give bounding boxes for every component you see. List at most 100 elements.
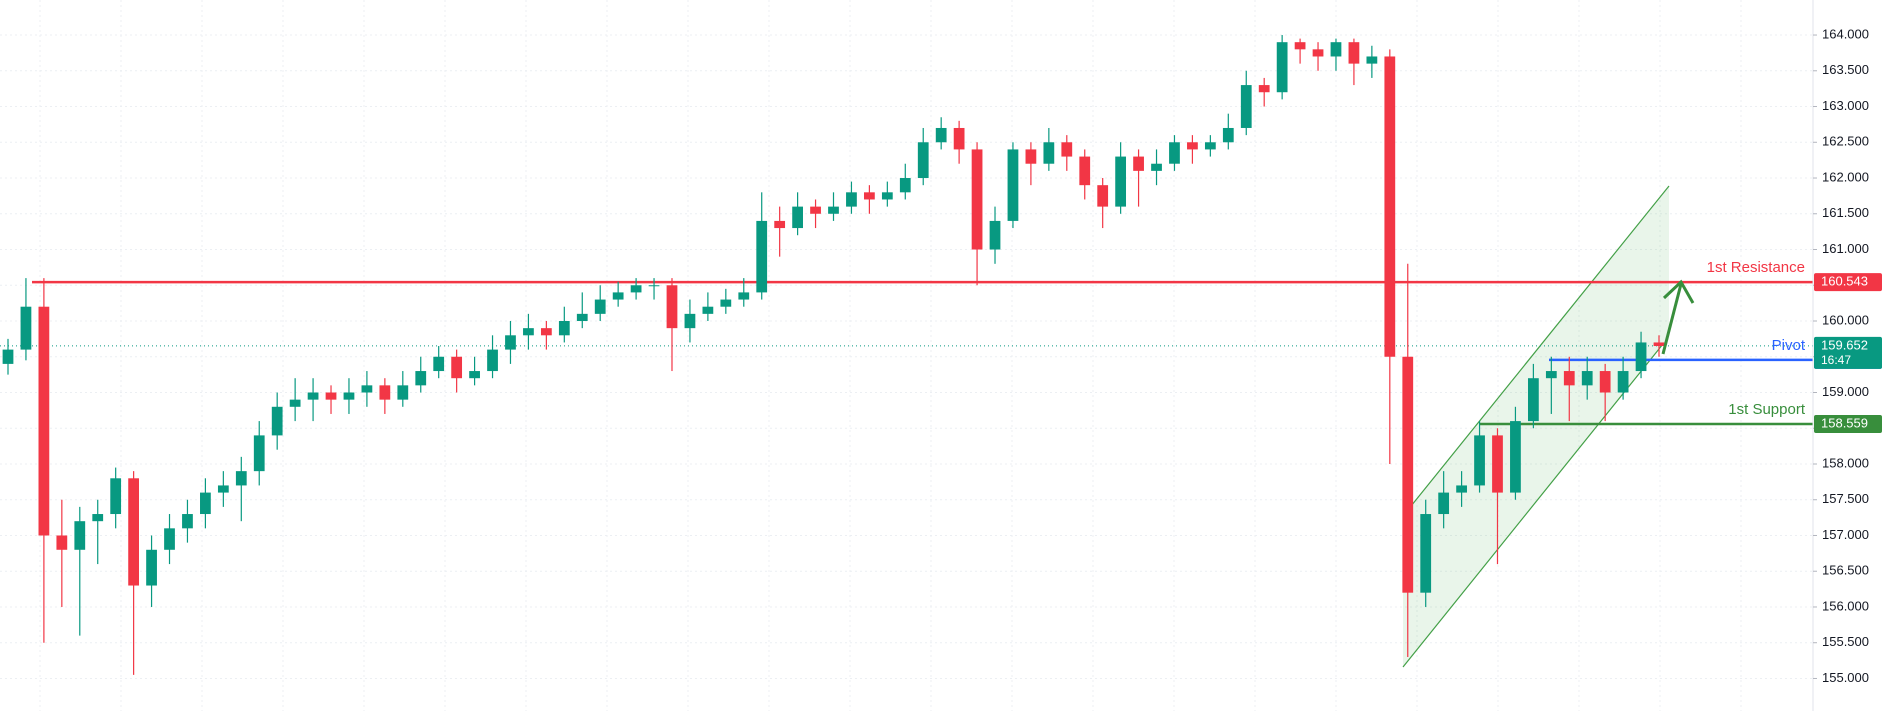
price-tag-label: 158.559 (1821, 415, 1868, 430)
y-tick-label: 157.000 (1822, 527, 1869, 542)
candle-body (1240, 85, 1252, 128)
candle-body (576, 313, 588, 322)
candle-body (1115, 156, 1127, 207)
candle-body (1563, 371, 1575, 386)
candle-body (1635, 342, 1647, 372)
y-tick-label: 162.500 (1822, 134, 1869, 149)
y-tick-label: 156.500 (1822, 563, 1869, 578)
price-tag (1814, 415, 1882, 434)
last-price-label: 159.652 (1821, 337, 1868, 352)
level-name: 1st Support (1728, 401, 1806, 418)
candle-body (1151, 163, 1162, 171)
candle-body (307, 392, 319, 400)
candle-body (971, 149, 983, 250)
candle-body (953, 127, 965, 150)
candle-body (1330, 42, 1342, 57)
candle-body (738, 292, 750, 300)
candle-body (630, 285, 642, 293)
candle-body (1617, 371, 1629, 393)
candle-body (1420, 514, 1432, 593)
candle-body (182, 514, 193, 529)
candle-body (2, 349, 14, 364)
arrow-head (1662, 279, 1695, 304)
candle-body (253, 435, 265, 472)
candle-body (666, 285, 678, 329)
y-tick-label: 163.000 (1822, 98, 1869, 113)
candle-body (128, 478, 140, 586)
candle-body (361, 385, 373, 393)
candle-body (20, 306, 32, 350)
candle-body (828, 206, 839, 214)
candle-body (1348, 42, 1360, 64)
candle-body (935, 127, 947, 143)
candle-body (271, 406, 283, 436)
candle-body (720, 299, 732, 307)
channel-upper (1402, 185, 1670, 517)
price-tag (1814, 273, 1882, 292)
candle-body (810, 206, 821, 214)
candle-body (684, 313, 696, 329)
levels: 1st Resistance Pivot 1st Support (0, 259, 1813, 426)
candle-body (469, 371, 480, 379)
candle-body (487, 349, 498, 372)
level-name: Pivot (1772, 337, 1806, 354)
candle-body (1438, 492, 1450, 515)
candle-body (1653, 342, 1665, 347)
candle-body (989, 220, 1001, 250)
y-tick-label: 161.000 (1822, 241, 1869, 256)
candle-body (1079, 156, 1091, 186)
candle-body (1294, 42, 1306, 50)
candle-body (1510, 421, 1521, 493)
price-tag-label: 160.543 (1821, 274, 1868, 289)
last-price-tag (1814, 336, 1882, 369)
candle-body (792, 206, 803, 229)
candle-body (92, 514, 104, 522)
channel-fill (1403, 186, 1669, 667)
candle-body (540, 328, 552, 336)
axis-labels: 155.000 155.500 156.000 156.500 157.000 157.5… (1813, 26, 1869, 685)
y-tick-label: 157.500 (1822, 491, 1869, 506)
candle-body (1007, 149, 1019, 221)
candle-body (917, 142, 929, 179)
candle-body (1043, 142, 1055, 164)
candle-body (217, 485, 229, 493)
candle-body (1204, 142, 1216, 150)
candle-body (881, 192, 893, 200)
y-tick-label: 163.500 (1822, 62, 1869, 77)
candle-body (1456, 485, 1467, 493)
channel-lower (1402, 343, 1664, 668)
candle-body (505, 335, 516, 350)
y-tick-label: 156.000 (1822, 598, 1869, 613)
candle-body (1312, 49, 1324, 57)
candle-body (200, 492, 211, 515)
candle-body (451, 356, 463, 379)
candle-body (594, 299, 606, 314)
candle-body (325, 392, 337, 400)
candle-body (648, 285, 660, 287)
candle-body (146, 549, 157, 586)
level-name: 1st Resistance (1707, 259, 1805, 276)
candle-body (1545, 371, 1557, 379)
candle-body (1384, 56, 1396, 357)
grid (0, 0, 1813, 711)
candle-body (1276, 42, 1288, 93)
candle-body (899, 178, 911, 193)
candle-body (1258, 85, 1270, 93)
y-tick-label: 162.000 (1822, 169, 1869, 184)
candle-body (1187, 142, 1198, 150)
candle-body (1402, 356, 1414, 593)
candle-body (289, 399, 301, 407)
candle-body (379, 385, 391, 400)
y-tick-label: 155.500 (1822, 634, 1869, 649)
candle-body (1025, 149, 1037, 164)
candle-body (110, 478, 122, 515)
y-tick-label: 155.000 (1822, 670, 1869, 685)
y-tick-label: 164.000 (1822, 26, 1869, 41)
candle-body (1061, 142, 1073, 157)
candle-body (433, 356, 445, 372)
candle-body (164, 528, 175, 550)
candle-body (846, 192, 857, 207)
